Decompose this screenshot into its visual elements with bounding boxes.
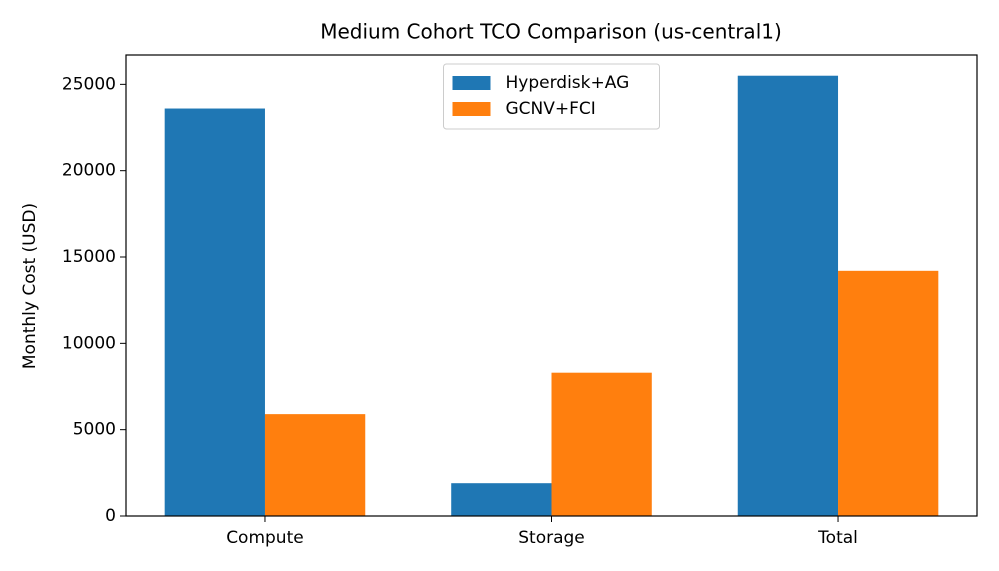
legend-label: GCNV+FCI (506, 99, 596, 119)
x-tick-label: Storage (518, 528, 585, 548)
bar (264, 414, 366, 516)
chart-title: Medium Cohort TCO Comparison (us-central… (320, 20, 782, 44)
y-tick-label: 25000 (62, 74, 116, 94)
y-tick-label: 10000 (62, 333, 116, 353)
bar (164, 108, 265, 516)
x-tick-label: Compute (226, 528, 304, 548)
legend-box (443, 63, 660, 130)
legend-swatch (452, 102, 491, 116)
bar (551, 372, 652, 516)
y-tick-label: 15000 (62, 247, 116, 267)
y-tick-label: 5000 (73, 420, 116, 440)
bar (737, 75, 839, 516)
bar (451, 483, 552, 516)
bar (838, 270, 939, 516)
legend-swatch (452, 76, 491, 90)
plot-frame (125, 54, 978, 517)
y-tick-label: 20000 (62, 161, 116, 181)
legend-label: Hyperdisk+AG (506, 73, 630, 93)
x-tick-label: Total (817, 528, 858, 548)
y-axis-label: Monthly Cost (USD) (20, 203, 40, 369)
y-tick-label: 0 (105, 506, 116, 526)
